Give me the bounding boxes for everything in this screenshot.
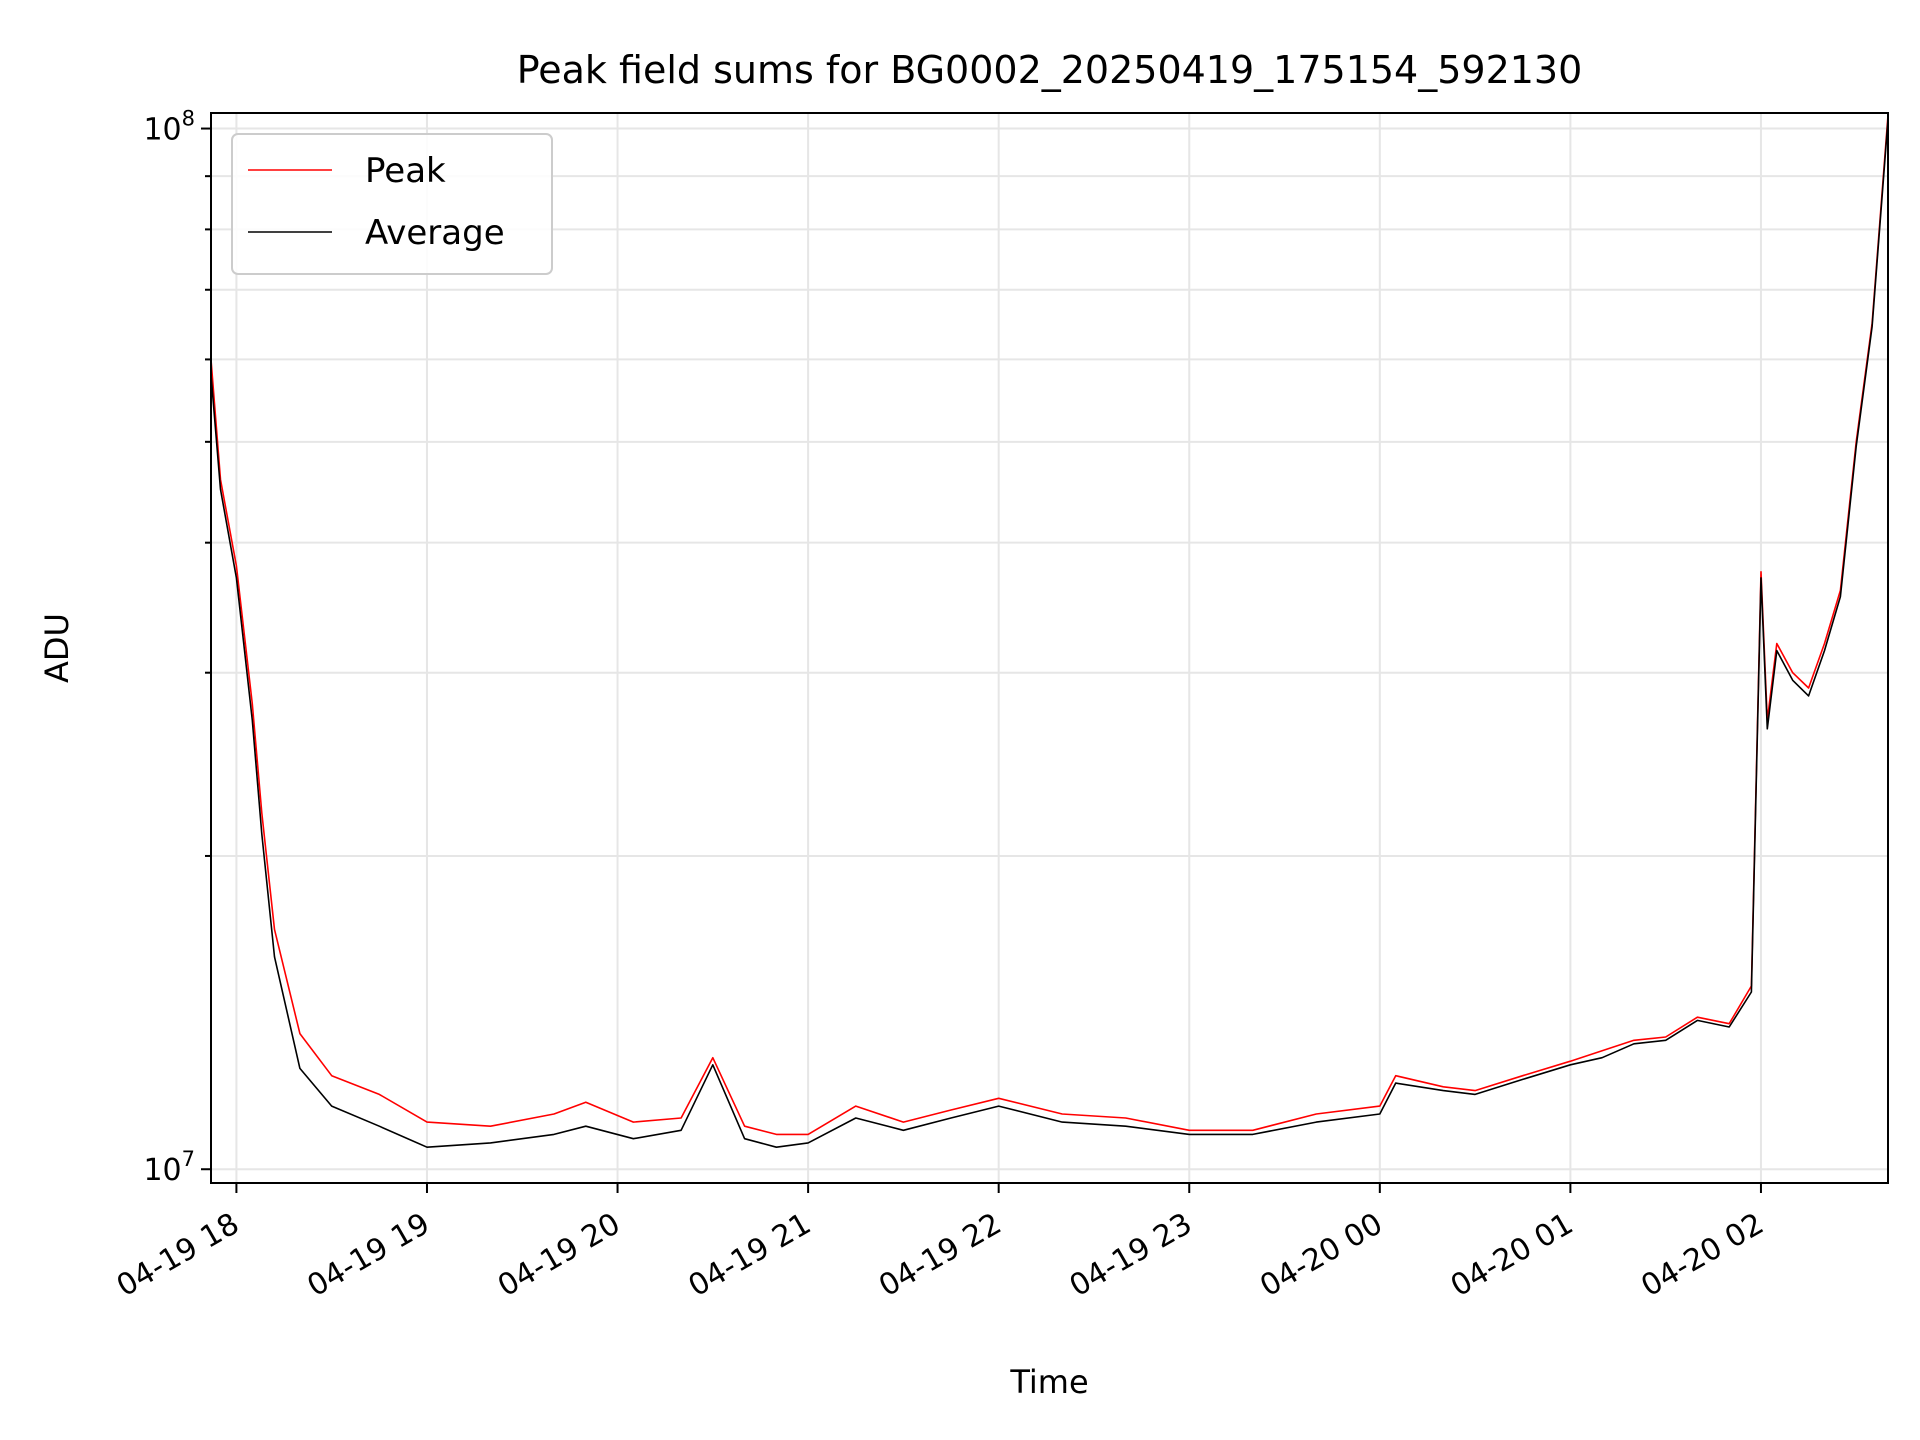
legend-label-peak: Peak	[365, 151, 446, 191]
series-layer	[210, 115, 1889, 1148]
y-tick-label: 107	[143, 1147, 195, 1188]
legend: Peak Average	[231, 133, 553, 275]
y-tick-label: 108	[143, 107, 195, 148]
series-line-average	[210, 119, 1889, 1148]
plot-frame	[210, 112, 1889, 1184]
legend-box	[231, 133, 553, 275]
chart-title: Peak field sums for BG0002_20250419_1751…	[517, 48, 1583, 92]
y-axis-title: ADU	[38, 613, 76, 683]
x-axis-title: Time	[1009, 1363, 1088, 1401]
grid-layer	[211, 113, 1888, 1183]
legend-label-average: Average	[365, 213, 505, 253]
